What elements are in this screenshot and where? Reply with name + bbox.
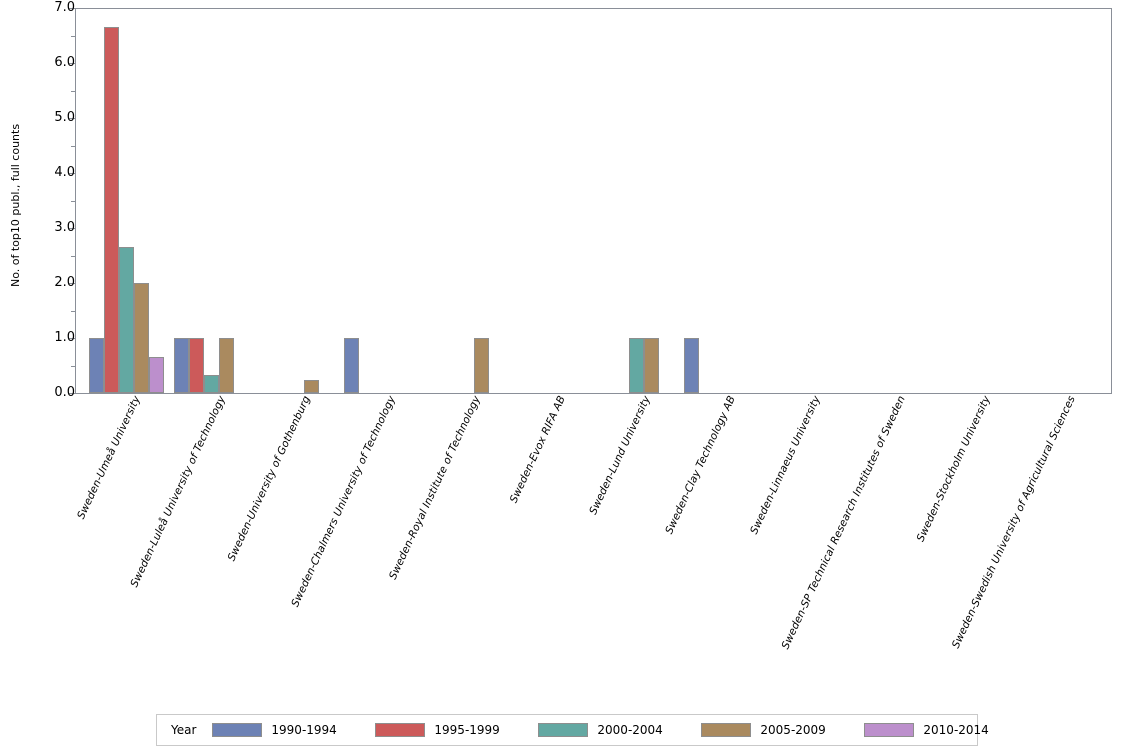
bar — [134, 283, 149, 393]
x-tick-label: Sweden-Evox RIFA AB — [507, 394, 568, 505]
x-tick-label: Sweden-Royal Institute of Technology — [386, 394, 483, 582]
y-tick-mark — [69, 338, 75, 339]
x-tick-label: Sweden-Chalmers University of Technology — [288, 394, 398, 609]
bar — [474, 338, 489, 393]
x-tick-label: Sweden-Stockholm University — [914, 394, 993, 544]
legend-label: 2000-2004 — [597, 723, 663, 737]
y-tick-label: 7.0 — [54, 0, 75, 15]
legend-label: 2010-2014 — [923, 723, 989, 737]
bar — [119, 247, 134, 393]
y-tick-mark — [69, 8, 75, 9]
bar — [344, 338, 359, 393]
y-tick-label: 4.0 — [54, 165, 75, 180]
legend-swatch — [375, 723, 426, 737]
legend-label: 2005-2009 — [760, 723, 826, 737]
bar — [644, 338, 659, 393]
bars-layer — [76, 9, 1113, 393]
y-minor-tick-mark — [71, 145, 75, 147]
plot-area — [75, 8, 1112, 394]
bar — [104, 27, 119, 393]
y-tick-mark — [69, 63, 75, 64]
x-tick-label: Sweden-Linnaeus University — [747, 394, 823, 537]
y-tick-mark — [69, 393, 75, 394]
legend-swatch — [864, 723, 915, 737]
bar — [684, 338, 699, 393]
y-minor-tick-mark — [71, 200, 75, 202]
y-minor-tick-mark — [71, 90, 75, 92]
legend-label: 1995-1999 — [434, 723, 500, 737]
y-tick-label: 2.0 — [54, 275, 75, 290]
y-minor-tick-mark — [71, 255, 75, 257]
y-tick-mark — [69, 228, 75, 229]
bar — [629, 338, 644, 393]
bar — [89, 338, 104, 393]
y-minor-tick-mark — [71, 310, 75, 312]
y-tick-label: 5.0 — [54, 110, 75, 125]
legend-title: Year — [171, 723, 197, 737]
bar — [189, 338, 204, 393]
x-tick-label: Sweden-Luleå University of Technology — [127, 394, 228, 590]
legend-entry[interactable]: 2000-2004 — [538, 723, 687, 737]
y-tick-mark — [69, 283, 75, 284]
bar — [174, 338, 189, 393]
x-tick-label: Sweden-University of Gothenburg — [225, 394, 313, 564]
legend-swatch — [212, 723, 263, 737]
legend-entry[interactable]: 2005-2009 — [701, 723, 850, 737]
y-axis: 0.0 1.0 2.0 3.0 4.0 5.0 6.0 7.0 — [0, 0, 75, 400]
legend-entry[interactable]: 1990-1994 — [212, 723, 361, 737]
bar — [219, 338, 234, 393]
bar — [149, 357, 164, 393]
y-tick-label: 6.0 — [54, 55, 75, 70]
legend: Year 1990-1994 1995-1999 2000-2004 2005-200… — [156, 714, 989, 746]
x-tick-label: Sweden-Clay Technology AB — [662, 394, 738, 536]
legend-label: 1990-1994 — [271, 723, 337, 737]
legend-entry[interactable]: 2010-2014 — [864, 723, 1013, 737]
y-tick-label: 1.0 — [54, 330, 75, 345]
legend-swatch — [701, 723, 752, 737]
y-tick-label: 0.0 — [54, 385, 75, 400]
y-minor-tick-mark — [71, 35, 75, 37]
y-minor-tick-mark — [71, 365, 75, 367]
legend-swatch — [538, 723, 589, 737]
y-tick-mark — [69, 118, 75, 119]
bar — [204, 374, 219, 393]
legend-entry[interactable]: 1995-1999 — [375, 723, 524, 737]
y-tick-label: 3.0 — [54, 220, 75, 235]
x-tick-label: Sweden-Lund University — [586, 394, 653, 517]
x-axis-labels: Sweden-Umeå University Sweden-Luleå Unive… — [0, 394, 1134, 704]
y-tick-mark — [69, 173, 75, 174]
bar — [304, 380, 319, 393]
x-tick-label: Sweden-Umeå University — [74, 394, 143, 522]
